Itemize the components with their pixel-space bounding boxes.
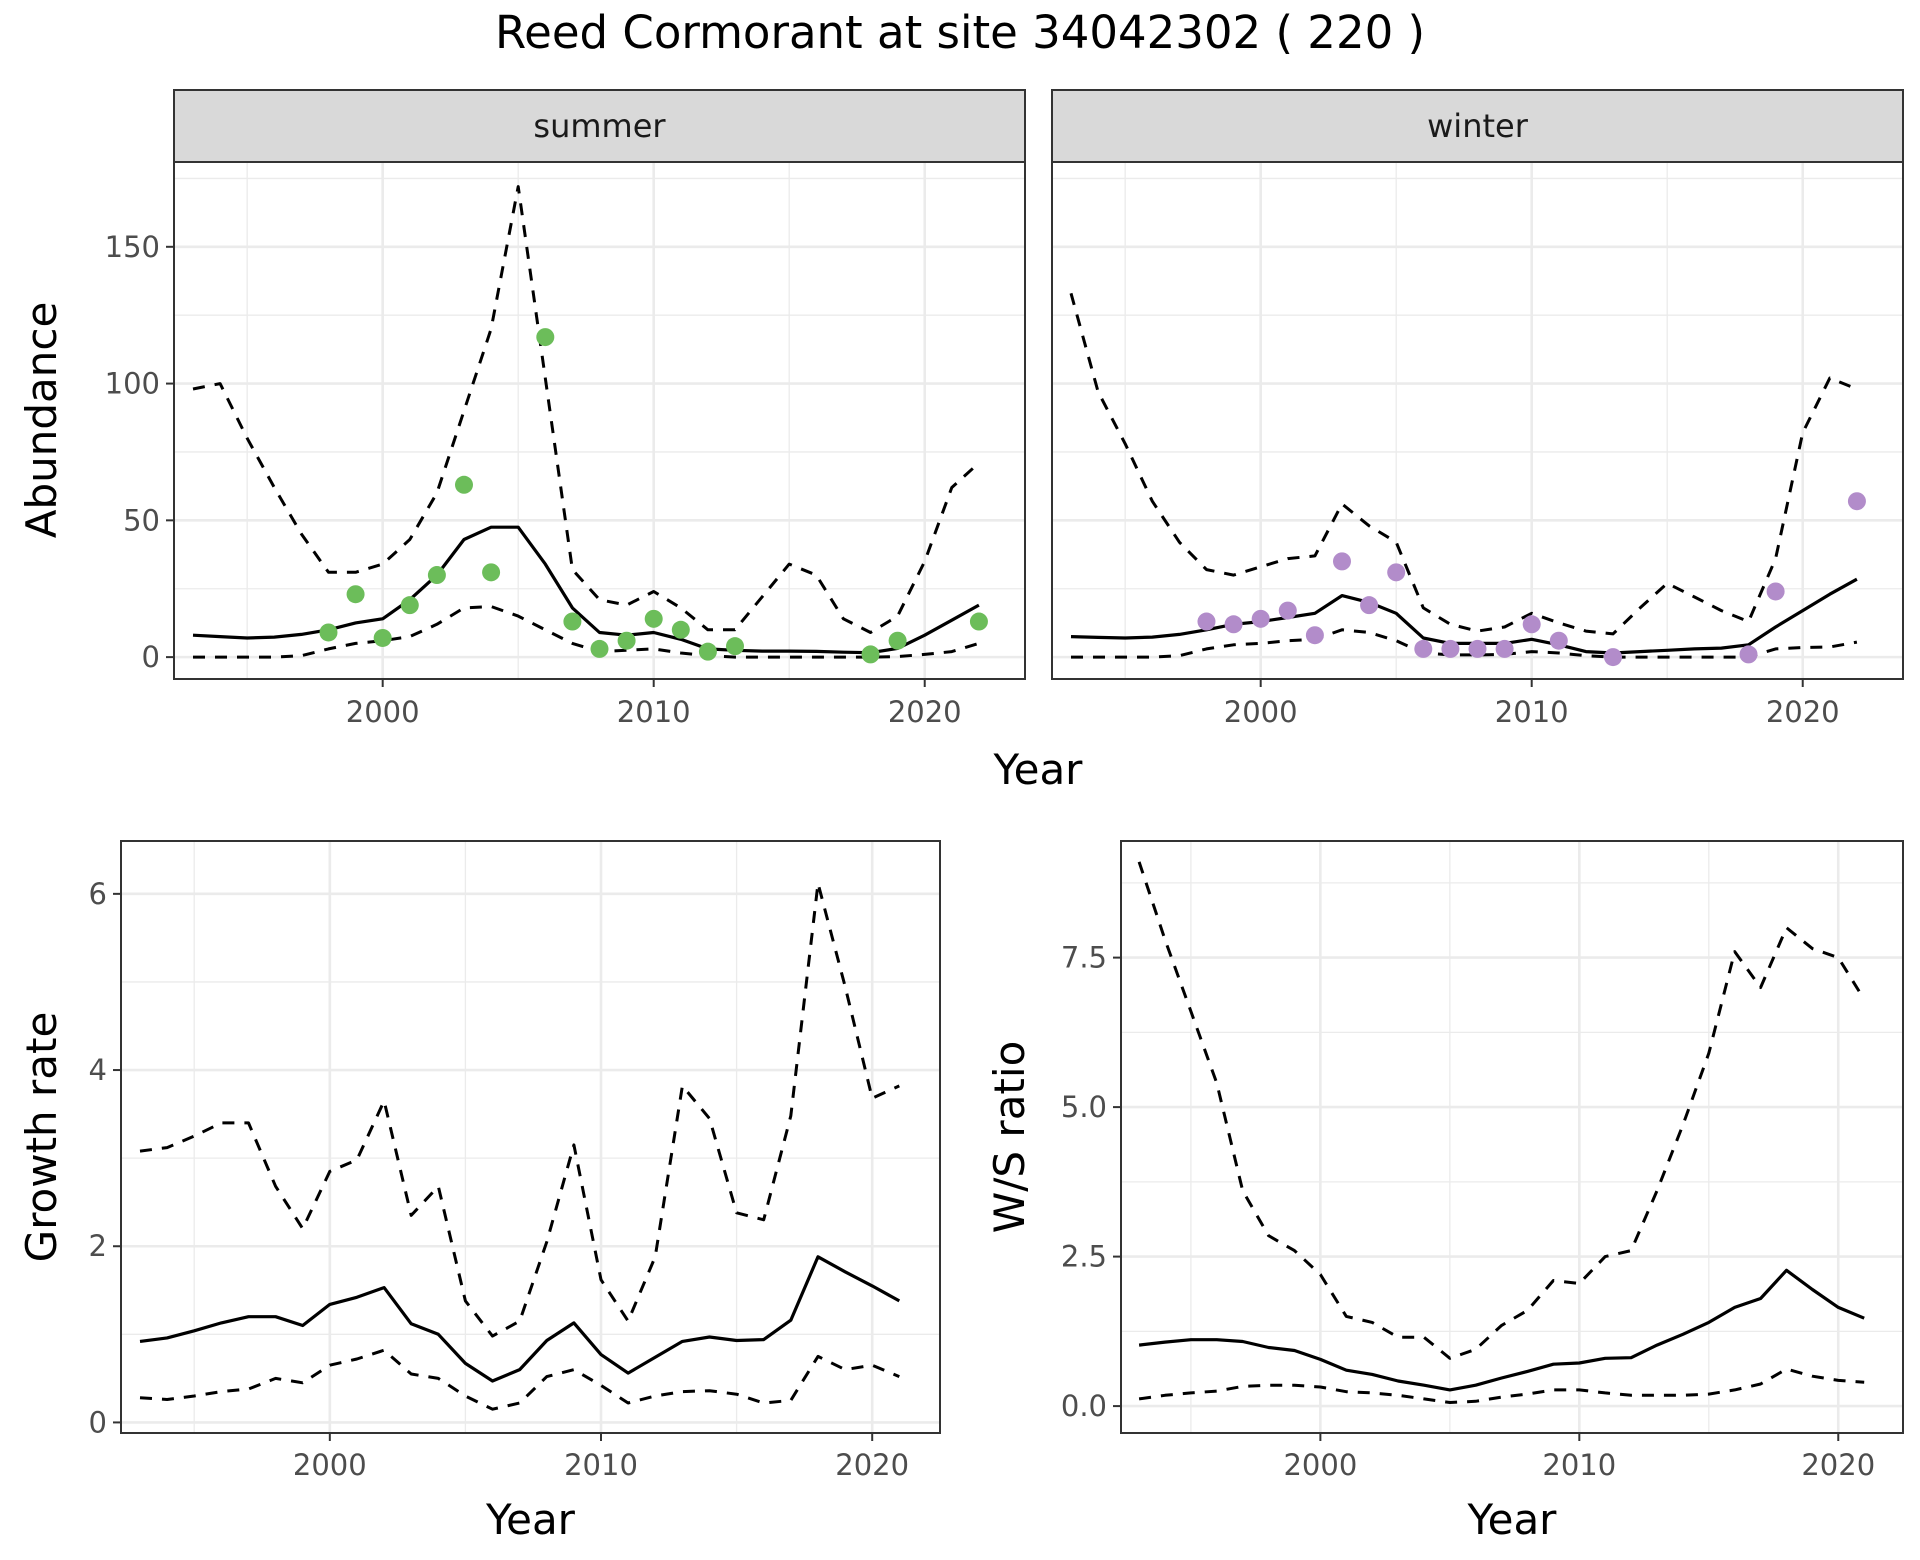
panel-background [174,162,1025,679]
x-tick-label: 2020 [835,1448,909,1482]
observed-point [373,628,392,647]
facet-strip [173,89,1026,163]
y-tick-label: 4 [89,1053,107,1087]
observed-point [1251,609,1270,628]
observed-point [969,612,988,631]
observed-point [861,645,880,664]
estimate-line [1070,577,1858,655]
y-tick-label: 50 [123,503,160,537]
upper-bound-line [1137,861,1866,1360]
observed-point [1495,639,1514,658]
lower-bound-line [139,1348,900,1411]
x-tick-label: 2000 [1224,695,1298,729]
ws-ratio-panel: 2000 2010 2020 0.0 2.5 5.0 7.5 Year W/S ratio [985,840,1904,1544]
observed-point [1739,645,1758,664]
y-tick-label: 6 [89,877,107,911]
observed-point [888,631,907,650]
observed-point [1766,582,1785,601]
x-tick-label: 2010 [564,1448,638,1482]
y-tick-label: 2.5 [1061,1240,1107,1274]
lower-bound-line [1138,1367,1865,1404]
observed-point [1468,639,1487,658]
facet-panel-winter: winter 2000 2010 2020 [1051,89,1904,729]
facet-label: winter [1427,107,1529,145]
observed-point [590,639,609,658]
x-tick-label: 2000 [1283,1448,1357,1482]
observed-point [698,642,717,661]
x-tick-label: 2000 [346,695,420,729]
estimate-line [1138,1268,1865,1392]
y-axis-label: Growth rate [17,1012,66,1263]
y-tick-label: 0 [142,640,160,674]
y-tick-label: 2 [89,1229,107,1263]
chart-title: Reed Cormorant at site 34042302 ( 220 ) [495,6,1425,59]
observed-point [1414,639,1433,658]
observed-point [1387,563,1406,582]
panel-background [121,841,940,1433]
observed-point [482,563,501,582]
observed-point [1332,552,1351,571]
x-tick-label: 2010 [1495,695,1569,729]
observed-point [1305,626,1324,645]
facet-strip [1051,89,1904,163]
y-tick-label: 0 [89,1405,107,1439]
x-tick-label: 2020 [1766,695,1840,729]
observed-point [1197,612,1216,631]
facet-label: summer [533,107,666,145]
y-tick-label: 0.0 [1061,1389,1107,1423]
upper-bound-line [1069,292,1858,636]
lower-bound-line [1071,628,1858,659]
observed-point [671,620,690,639]
y-axis-label: Abundance [17,302,66,539]
panel-border [1120,840,1904,1434]
facet-panel-summer: summer 2000 2010 2020 0 50 100 150 [105,89,1026,729]
x-tick-label: 2020 [888,695,962,729]
y-tick-label: 7.5 [1061,941,1107,975]
panel-background [1121,841,1903,1433]
x-axis-label: Year [485,1495,576,1544]
y-tick-label: 100 [105,367,160,401]
observed-point [454,475,473,494]
observed-point [1278,601,1297,620]
growth-rate-panel: 2000 2010 2020 0 2 4 6 Year Growth rate [17,840,941,1544]
estimate-line [139,1255,901,1383]
observed-point [644,609,663,628]
observed-point [1522,615,1541,634]
observed-point [1549,631,1568,650]
observed-point [1604,648,1623,667]
x-tick-label: 2000 [293,1448,367,1482]
x-tick-label: 2010 [617,695,691,729]
observed-point [726,637,745,656]
observed-point [427,566,446,585]
y-axis-label: W/S ratio [985,1041,1034,1234]
observed-point [1441,639,1460,658]
upper-bound-line [192,185,980,634]
observed-point [536,328,555,347]
observed-point [563,612,582,631]
panel-background [1052,162,1903,679]
observed-point [319,623,338,642]
x-tick-label: 2020 [1801,1448,1875,1482]
x-axis-label: Year [993,745,1084,794]
x-tick-label: 2010 [1542,1448,1616,1482]
panel-border [120,840,941,1434]
observed-point [400,596,419,615]
observed-point [1360,596,1379,615]
y-tick-label: 150 [105,230,160,264]
observed-point [1224,615,1243,634]
observed-point [346,585,365,604]
upper-bound-line [139,881,900,1338]
x-axis-label: Year [1467,1495,1558,1544]
y-tick-label: 5.0 [1061,1090,1107,1124]
observed-point [617,631,636,650]
plot-root: summer 2000 2010 2020 0 50 100 150 winter 2000 201… [17,89,1904,1544]
observed-point [1847,492,1866,511]
